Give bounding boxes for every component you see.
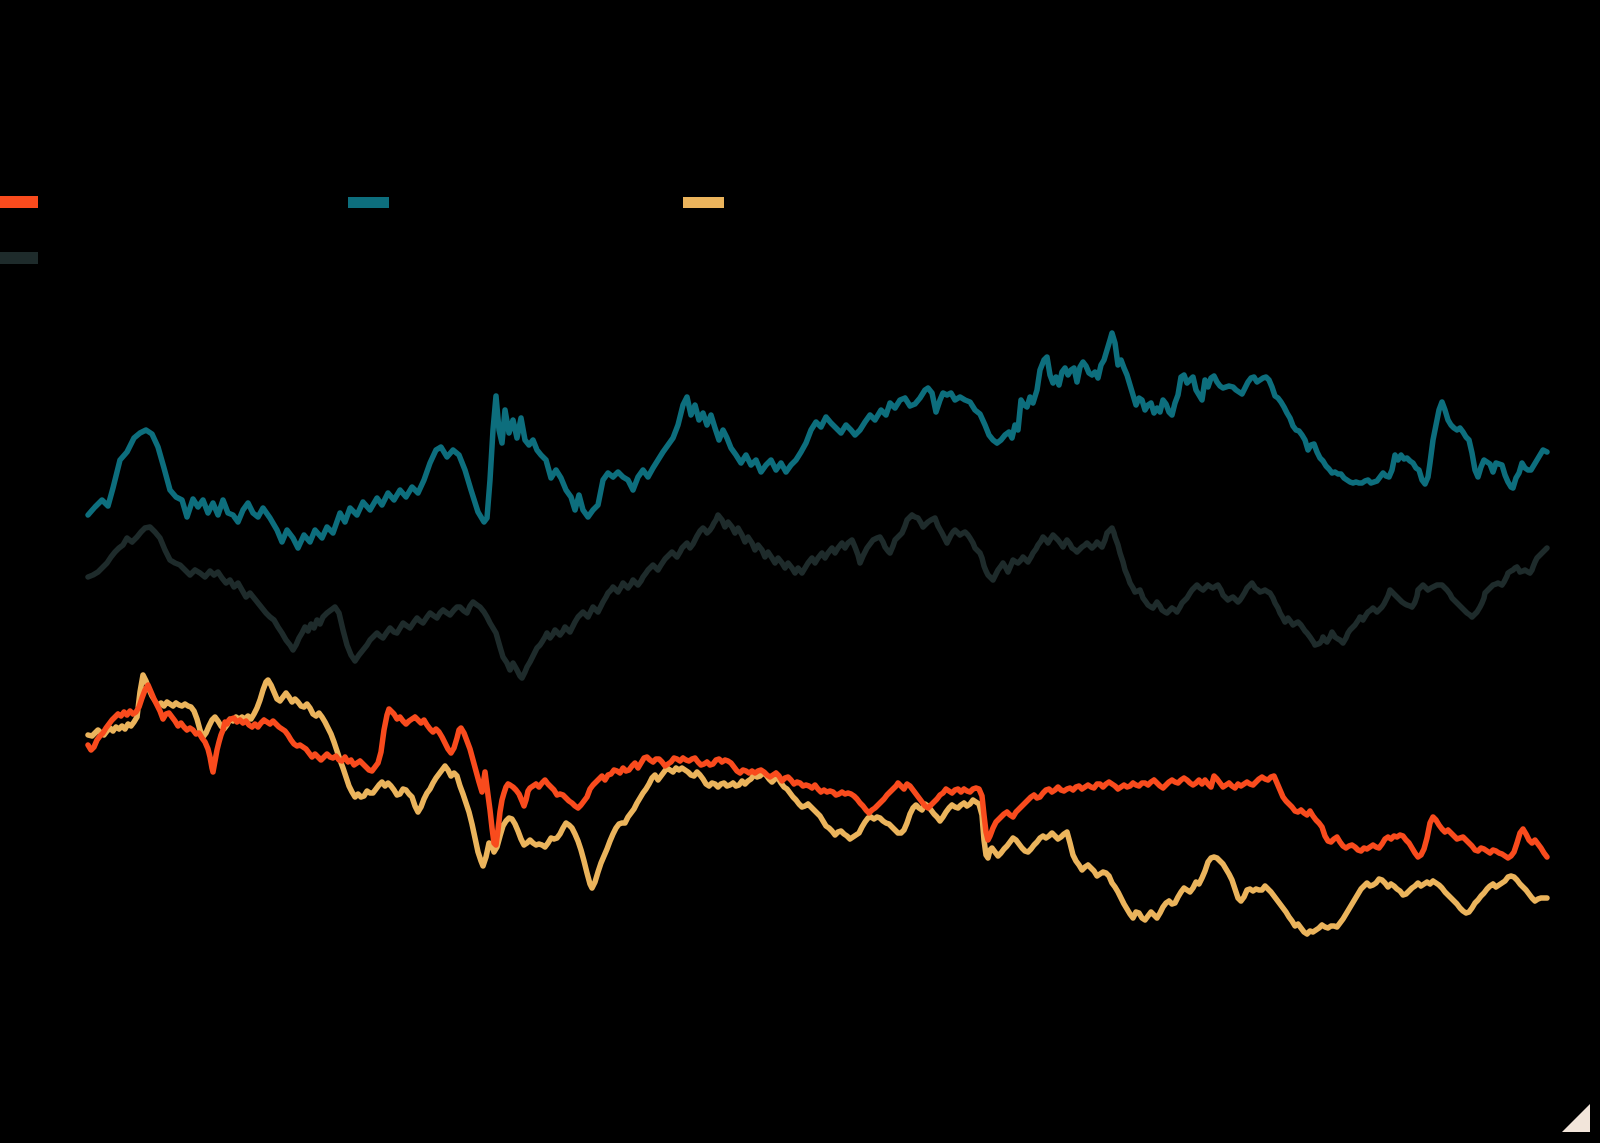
legend-chip-dark (0, 252, 38, 264)
series-line-teal (85, 330, 1550, 551)
series-lines (85, 330, 1550, 937)
corner-triangle (1562, 1104, 1590, 1132)
legend-chip-gold (683, 197, 724, 208)
corner-triangle-icon (1562, 1104, 1590, 1132)
series-line-dark (85, 512, 1550, 681)
legend (0, 196, 724, 264)
legend-chip-teal (348, 197, 389, 208)
legend-chip-red (0, 196, 38, 208)
series-line-gold (85, 672, 1550, 937)
series-line-red (85, 682, 1550, 861)
